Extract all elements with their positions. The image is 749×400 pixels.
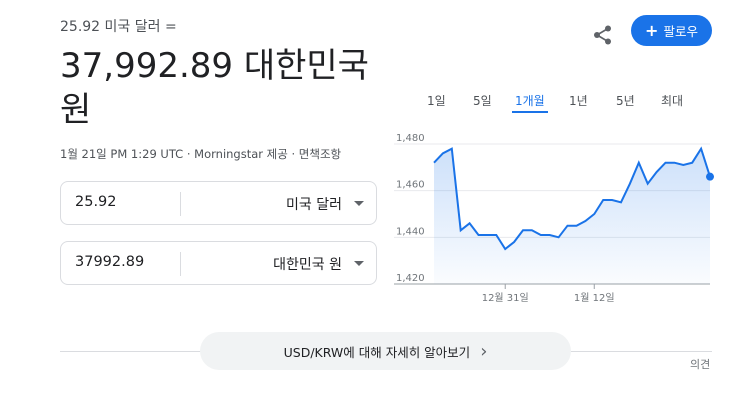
converted-value: 37,992.89 대한민국 원 — [60, 46, 369, 130]
time-range-tabs: 1일 5일 1개월 1년 5년 최대 — [418, 90, 714, 113]
to-currency-select[interactable]: 대한민국 원 — [273, 257, 342, 273]
field-divider — [180, 252, 181, 276]
tab-max[interactable]: 최대 — [661, 94, 684, 108]
y-tick-label: 1,480 — [396, 133, 425, 144]
chevron-right-icon: › — [480, 340, 488, 362]
source-info: 1월 21일 PM 1:29 UTC · Morningstar 제공 · 면책… — [60, 147, 342, 161]
from-amount-input[interactable]: 25.92 — [75, 194, 117, 210]
y-tick-label: 1,420 — [396, 273, 425, 284]
dropdown-arrow-icon[interactable] — [354, 261, 364, 266]
field-divider — [180, 192, 181, 216]
feedback-link[interactable]: 의견 — [690, 358, 711, 371]
y-tick-label: 1,440 — [396, 226, 425, 237]
to-amount-input[interactable]: 37992.89 — [75, 254, 145, 270]
dropdown-arrow-icon[interactable] — [354, 201, 364, 206]
y-tick-label: 1,460 — [396, 180, 425, 191]
chart-line — [433, 146, 711, 251]
tab-5-day[interactable]: 5일 — [473, 94, 492, 108]
chart-end-marker — [706, 172, 714, 181]
follow-button[interactable]: + 팔로우 — [631, 15, 712, 46]
x-tick-label: 1월 12일 — [574, 292, 615, 304]
to-currency-field[interactable]: 37992.89 대한민국 원 — [60, 241, 377, 285]
tab-5-year[interactable]: 5년 — [616, 94, 635, 108]
learn-more-button[interactable]: USD/KRW에 대해 자세히 알아보기 › — [200, 332, 571, 370]
x-tick-label: 12월 31일 — [482, 292, 529, 304]
share-icon[interactable] — [592, 24, 614, 46]
tab-1-year[interactable]: 1년 — [569, 94, 588, 108]
from-currency-field[interactable]: 25.92 미국 달러 — [60, 181, 377, 225]
exchange-rate-chart[interactable]: 1,480 1,460 1,440 1,420 12월 31일 1월 12일 — [380, 130, 720, 314]
conversion-subtitle: 25.92 미국 달러 = — [60, 19, 177, 35]
learn-more-label: USD/KRW에 대해 자세히 알아보기 — [283, 344, 471, 360]
tab-1-month[interactable]: 1개월 — [512, 90, 548, 113]
from-currency-select[interactable]: 미국 달러 — [286, 197, 342, 213]
follow-label: 팔로우 — [663, 24, 698, 39]
plus-icon: + — [645, 20, 659, 40]
chart-area-fill — [434, 148, 710, 284]
tab-1-day[interactable]: 1일 — [427, 94, 446, 108]
